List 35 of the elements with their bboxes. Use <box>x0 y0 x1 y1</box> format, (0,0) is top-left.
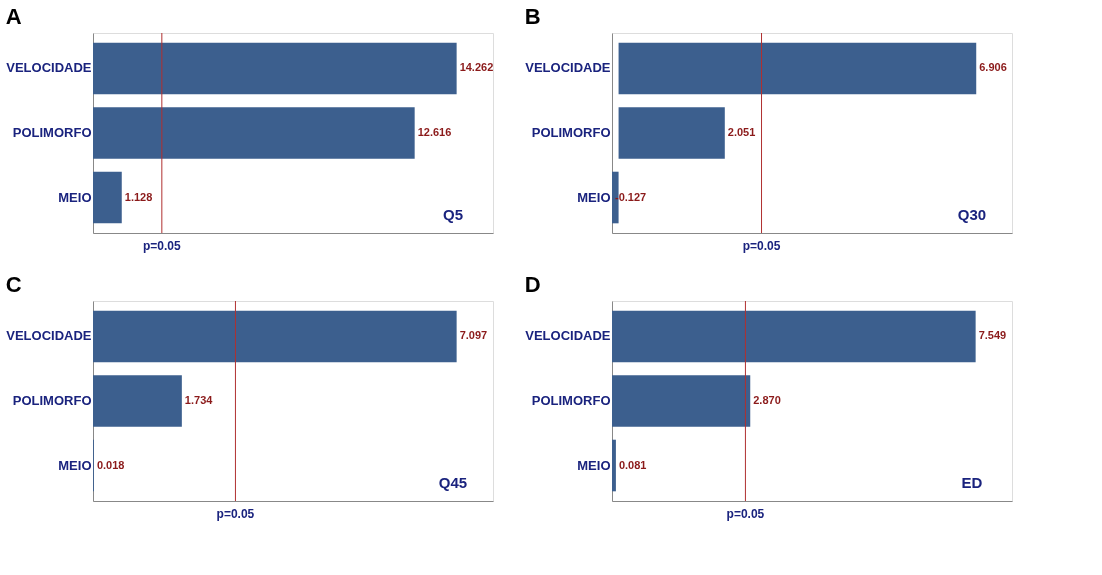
chart-title: C <box>5 271 22 297</box>
y-tick-label: VELOCIDADE <box>6 328 92 344</box>
data-label: 1.128 <box>124 190 153 203</box>
y-tick-label: MEIO <box>577 189 611 205</box>
text: p=0.05 <box>142 239 182 253</box>
chart-title: B <box>524 3 541 29</box>
chart-title: D <box>524 271 541 297</box>
y-tick-label: VELOCIDADE <box>6 60 92 76</box>
data-label: 1.734 <box>184 394 214 406</box>
y-tick-label: MEIO <box>58 457 92 473</box>
annotation: ED <box>961 474 983 491</box>
y-tick-label: VELOCIDADE <box>525 60 611 76</box>
text: p=0.05 <box>216 507 255 521</box>
data-label: 7.097 <box>459 329 488 342</box>
data-label: 6.906 <box>979 61 1007 74</box>
data-label: 7.549 <box>978 329 1007 342</box>
text: p=0.05 <box>726 507 765 521</box>
annotation: Q45 <box>438 474 468 491</box>
text: p=0.05 <box>742 239 781 253</box>
y-tick-label: POLIMORFO <box>12 125 92 140</box>
data-label: 2.870 <box>753 394 781 406</box>
y-tick-label: MEIO <box>58 189 92 205</box>
annotation: Q5 <box>442 206 464 223</box>
y-tick-label: POLIMORFO <box>531 393 611 408</box>
data-label: 14.262 <box>459 61 494 74</box>
y-tick-label: POLIMORFO <box>531 125 611 140</box>
annotation: Q30 <box>957 206 987 223</box>
data-label: 2.051 <box>727 126 756 138</box>
data-label: 12.616 <box>417 126 452 138</box>
data-label: 0.081 <box>618 458 647 471</box>
chart-title: A <box>5 3 22 29</box>
y-tick-label: MEIO <box>577 457 611 473</box>
y-tick-label: VELOCIDADE <box>525 328 611 344</box>
y-tick-label: POLIMORFO <box>12 393 92 408</box>
data-label: 0.018 <box>96 458 125 471</box>
